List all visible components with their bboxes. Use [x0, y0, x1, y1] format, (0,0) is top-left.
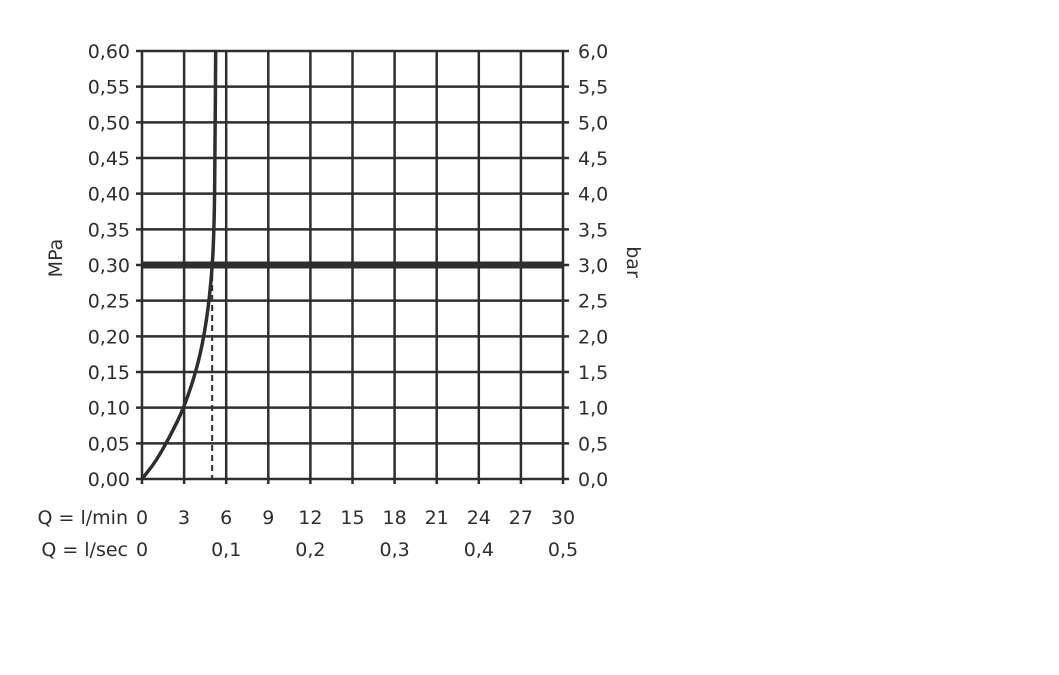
y-tick-label-left: 0,15: [88, 362, 130, 384]
y-tick-label-left: 0,10: [88, 398, 130, 420]
y-tick-label-right: 6,0: [578, 41, 608, 63]
y-tick-label-left: 0,35: [88, 219, 130, 241]
x-tick-label-lsec: 0,3: [379, 539, 409, 561]
y-tick-label-left: 0,05: [88, 433, 130, 455]
x-tick-label-lsec: 0,5: [548, 539, 578, 561]
x-tick-label-lmin: 6: [220, 507, 232, 529]
y-tick-label-right: 3,0: [578, 255, 608, 277]
y-axis-label-right: bar: [622, 246, 644, 278]
y-tick-label-right: 5,0: [578, 112, 608, 134]
y-tick-label-right: 3,5: [578, 219, 608, 241]
y-tick-label-right: 2,0: [578, 326, 608, 348]
x-tick-label-lmin: 3: [178, 507, 190, 529]
x-tick-label-lmin: 0: [136, 507, 148, 529]
x-axis-label-lmin: Q = l/min: [38, 507, 128, 529]
x-tick-label-lmin: 12: [298, 507, 322, 529]
y-axis-label-left: MPa: [45, 239, 67, 278]
y-tick-label-left: 0,60: [88, 41, 130, 63]
y-tick-label-right: 0,0: [578, 469, 608, 491]
x-tick-label-lmin: 27: [509, 507, 533, 529]
x-tick-label-lmin: 15: [340, 507, 364, 529]
x-tick-label-lmin: 30: [551, 507, 575, 529]
x-axis-label-lsec: Q = l/sec: [41, 539, 128, 561]
x-tick-label-lsec: 0,4: [464, 539, 494, 561]
series-curve: [140, 50, 218, 481]
y-tick-label-right: 2,5: [578, 291, 608, 313]
x-tick-label-lsec: 0,2: [295, 539, 325, 561]
y-tick-label-left: 0,55: [88, 77, 130, 99]
x-tick-label-lmin: 21: [425, 507, 449, 529]
y-tick-label-right: 1,0: [578, 398, 608, 420]
y-tick-label-left: 0,25: [88, 291, 130, 313]
y-tick-label-right: 4,0: [578, 184, 608, 206]
x-tick-label-lmin: 9: [262, 507, 274, 529]
x-tick-label-lsec: 0: [136, 539, 148, 561]
y-tick-label-left: 0,20: [88, 326, 130, 348]
y-tick-label-right: 4,5: [578, 148, 608, 170]
y-tick-label-left: 0,45: [88, 148, 130, 170]
y-tick-label-left: 0,00: [88, 469, 130, 491]
y-tick-label-right: 1,5: [578, 362, 608, 384]
y-tick-label-left: 0,40: [88, 184, 130, 206]
y-tick-label-right: 5,5: [578, 77, 608, 99]
x-tick-label-lmin: 18: [383, 507, 407, 529]
y-tick-label-left: 0,30: [88, 255, 130, 277]
x-tick-label-lmin: 24: [467, 507, 491, 529]
y-tick-label-right: 0,5: [578, 433, 608, 455]
x-tick-label-lsec: 0,1: [211, 539, 241, 561]
y-tick-label-left: 0,50: [88, 112, 130, 134]
